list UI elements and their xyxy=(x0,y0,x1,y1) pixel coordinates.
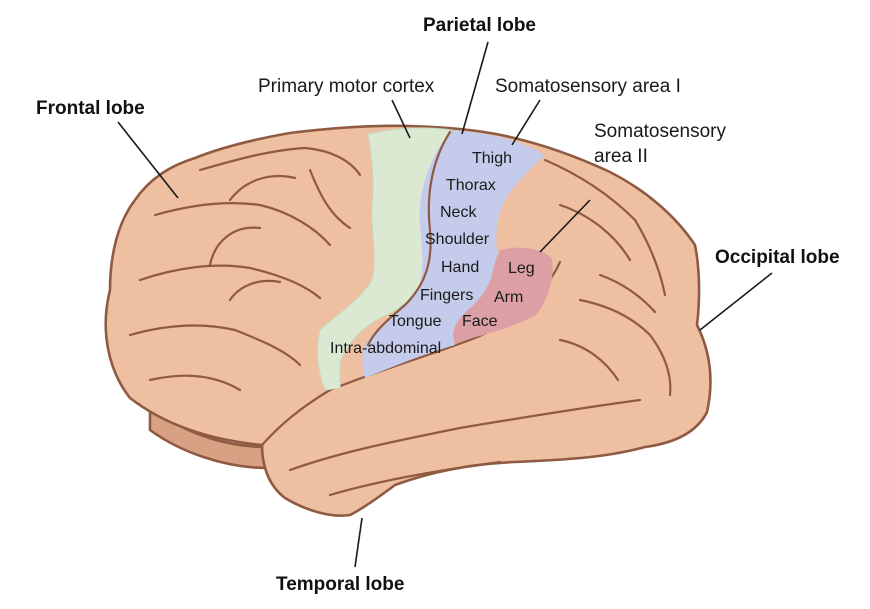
frontal-sulcus-1 xyxy=(198,146,362,177)
central-sulcus xyxy=(366,130,452,347)
temporal-sulcus-2 xyxy=(328,460,502,497)
region-fingers-label: Fingers xyxy=(420,287,473,304)
frontal-sulcus-7 xyxy=(228,279,282,302)
somatosensory-area-1-label: Somatosensory area I xyxy=(495,76,681,97)
somatosensory-area-2-region xyxy=(453,247,553,344)
region-shoulder-label: Shoulder xyxy=(425,231,490,248)
frontal-sulcus-5 xyxy=(208,226,262,267)
parietal-sulcus-2 xyxy=(558,203,632,262)
region-thigh-label: Thigh xyxy=(472,150,512,167)
occipital-sulcus-2 xyxy=(558,338,620,382)
occipital-sulcus-1 xyxy=(578,298,672,397)
frontal-sulcus-3 xyxy=(228,174,297,202)
region-arm-label: Arm xyxy=(494,289,523,306)
temporal-lobe-leader xyxy=(354,517,363,568)
frontal-sulcus-2 xyxy=(153,201,332,247)
occipital-sulcus-3 xyxy=(598,273,657,314)
region-hand-label: Hand xyxy=(441,259,479,276)
region-tongue-label: Tongue xyxy=(389,313,442,330)
parietal-sulcus-1 xyxy=(543,158,667,297)
region-thorax-label: Thorax xyxy=(446,177,496,194)
parietal-lobe-leader xyxy=(461,41,489,135)
frontal-sulcus-4 xyxy=(138,264,322,300)
parietal-lobe-label: Parietal lobe xyxy=(423,15,536,36)
frontal-lobe-label: Frontal lobe xyxy=(36,98,145,119)
primary-motor-cortex-leader xyxy=(391,99,411,139)
frontal-sulcus-9 xyxy=(308,168,352,230)
somatosensory-2-leader xyxy=(539,199,591,253)
temporal-lobe-label: Temporal lobe xyxy=(276,574,404,595)
primary-motor-cortex-label: Primary motor cortex xyxy=(258,76,435,97)
region-neck-label: Neck xyxy=(440,204,477,221)
frontal-sulcus-8 xyxy=(148,374,242,392)
temporal-sulcus xyxy=(288,398,642,472)
somatosensory-1-leader xyxy=(511,99,541,146)
occipital-lobe-label: Occipital lobe xyxy=(715,247,840,268)
somatosensory-area-2-label-line1: Somatosensory xyxy=(594,121,727,142)
somatosensory-area-2-label-line2: area II xyxy=(594,146,648,167)
somatosensory-area-1-region xyxy=(362,130,545,378)
region-leg-label: Leg xyxy=(508,260,535,277)
frontal-lobe-leader xyxy=(117,121,179,199)
occipital-lobe-leader xyxy=(699,272,773,331)
frontal-sulcus-6 xyxy=(128,324,302,367)
region-intra-abdominal-label: Intra-abdominal xyxy=(330,340,441,357)
region-face-label: Face xyxy=(462,313,498,330)
